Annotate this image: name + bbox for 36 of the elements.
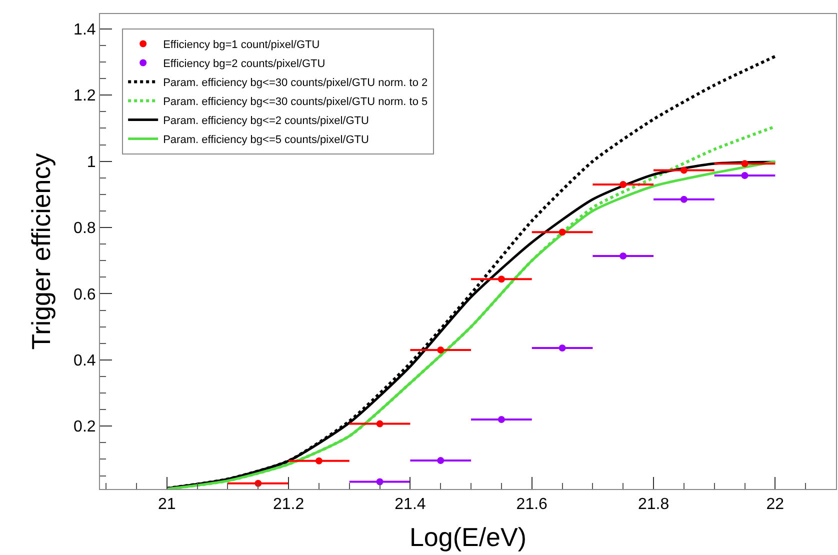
legend-label: Efficiency bg=1 count/pixel/GTU bbox=[163, 39, 320, 52]
x-axis-title: Log(E/eV) bbox=[409, 522, 527, 552]
point bbox=[558, 344, 566, 352]
point bbox=[741, 160, 748, 168]
y-tick-label: 1 bbox=[86, 154, 96, 171]
legend-label: Param. efficiency bg<=30 counts/pixel/GTU norm. to 2 bbox=[163, 77, 428, 90]
legend-label: Param. efficiency bg<=30 counts/pixel/GTU norm. to 5 bbox=[163, 96, 428, 108]
point bbox=[558, 228, 566, 236]
point bbox=[620, 180, 627, 188]
point bbox=[741, 172, 748, 180]
point bbox=[376, 420, 384, 428]
point bbox=[498, 416, 505, 423]
point bbox=[376, 478, 384, 486]
point bbox=[680, 166, 688, 174]
x-tick-label: 22 bbox=[766, 496, 784, 514]
point bbox=[437, 346, 444, 354]
x-tick-label: 21.2 bbox=[272, 496, 304, 514]
y-tick-label: 0.4 bbox=[74, 352, 96, 370]
legend-label: Efficiency bg=2 counts/pixel/GTU bbox=[163, 58, 326, 70]
y-tick-label: 1.2 bbox=[74, 88, 96, 105]
y-tick-label: 1.4 bbox=[74, 22, 96, 38]
y-tick-label: 0.6 bbox=[74, 286, 96, 304]
point bbox=[620, 252, 627, 260]
y-axis-title: Trigger efficiency bbox=[26, 153, 56, 350]
x-tick-label: 21.6 bbox=[516, 496, 548, 514]
point bbox=[315, 457, 322, 464]
y-tick-label: 0.2 bbox=[74, 418, 96, 436]
x-tick-label: 21.8 bbox=[638, 496, 670, 514]
point bbox=[437, 457, 444, 464]
x-tick-label: 21.4 bbox=[394, 496, 426, 514]
y-tick-label: 0.8 bbox=[74, 220, 96, 238]
legend-label: Param. efficiency bg<=2 counts/pixel/GTU bbox=[163, 115, 369, 128]
x-tick-label: 21 bbox=[158, 496, 176, 514]
point bbox=[498, 276, 505, 283]
point bbox=[680, 196, 688, 203]
legend-label: Param. efficiency bg<=5 counts/pixel/GTU bbox=[163, 134, 369, 146]
